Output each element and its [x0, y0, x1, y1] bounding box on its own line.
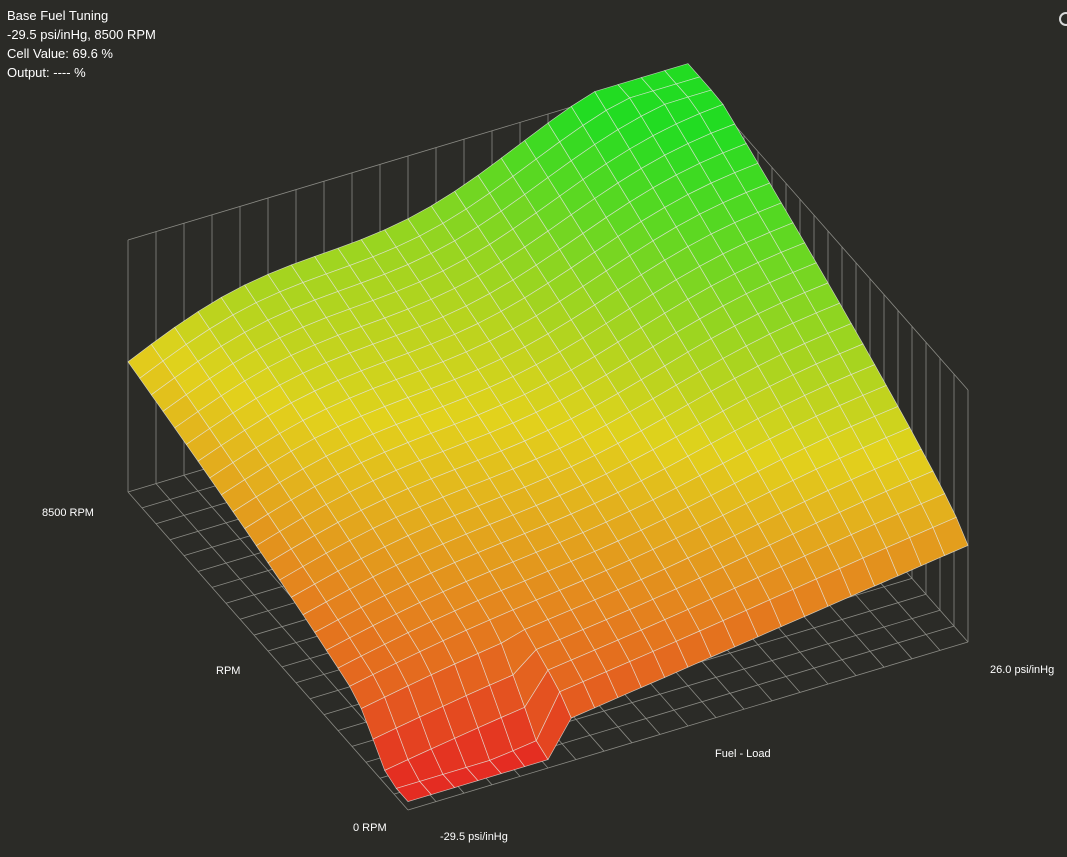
rpm-max-label: 8500 RPM [42, 507, 94, 519]
info-panel: Base Fuel Tuning -29.5 psi/inHg, 8500 RP… [7, 6, 156, 82]
output-value: Output: ---- % [7, 65, 86, 80]
grid-line [407, 641, 969, 811]
load-max-label: 26.0 psi/inHg [990, 664, 1055, 676]
load-min-label: -29.5 psi/inHg [440, 831, 508, 843]
load-axis-title: Fuel - Load [715, 748, 771, 760]
rpm-axis-title: RPM [216, 665, 241, 677]
options-icon[interactable] [1059, 12, 1067, 26]
map-title: Base Fuel Tuning [7, 8, 109, 23]
cursor-position: -29.5 psi/inHg, 8500 RPM [7, 27, 156, 42]
fuel-surface[interactable] [127, 63, 969, 802]
cell-value: Cell Value: 69.6 % [7, 46, 113, 61]
surface-cell[interactable] [932, 516, 969, 556]
rpm-min-label: 0 RPM [353, 822, 387, 834]
